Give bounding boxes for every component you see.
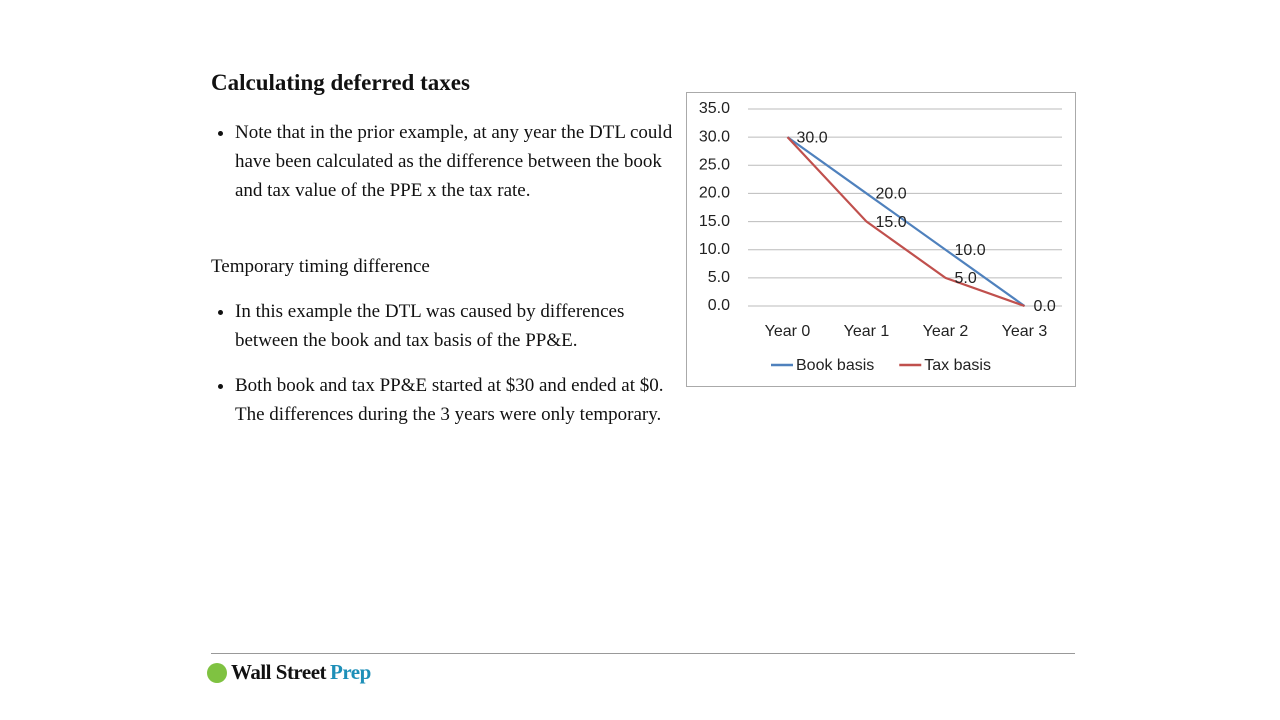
- bullet-block: Note that in the prior example, at any y…: [211, 118, 681, 221]
- series-line: [786, 136, 1025, 308]
- y-tick-label: 15.0: [699, 213, 730, 230]
- y-tick-label: 10.0: [699, 241, 730, 258]
- slide-title: Calculating deferred taxes: [211, 70, 470, 95]
- y-tick-label: 30.0: [699, 128, 730, 145]
- logo-accent: Prep: [330, 660, 371, 684]
- x-tick-label: Year 1: [844, 323, 890, 340]
- y-tick-label: 35.0: [699, 100, 730, 117]
- bullet: Both book and tax PP&E started at $30 an…: [235, 371, 681, 429]
- subheading: Temporary timing difference: [211, 256, 430, 277]
- x-tick-label: Year 0: [765, 323, 811, 340]
- data-label: 30.0: [797, 129, 828, 146]
- data-label: 15.0: [876, 214, 907, 231]
- data-label: 5.0: [955, 270, 977, 287]
- bullet: In this example the DTL was caused by di…: [235, 297, 681, 355]
- data-label: 10.0: [955, 242, 986, 259]
- bullet-block: In this example the DTL was caused by di…: [211, 297, 681, 445]
- chart-frame: [686, 92, 1076, 387]
- legend-label: Book basis: [796, 357, 874, 374]
- footer-rule: [211, 653, 1075, 654]
- y-tick-label: 25.0: [699, 157, 730, 174]
- logo: Wall Street Prep: [207, 660, 371, 685]
- data-label: 0.0: [1034, 298, 1056, 315]
- bullet: Note that in the prior example, at any y…: [235, 118, 681, 205]
- data-label: 20.0: [876, 186, 907, 203]
- y-tick-label: 5.0: [708, 269, 730, 286]
- y-tick-label: 20.0: [699, 185, 730, 202]
- y-tick-label: 0.0: [708, 297, 730, 314]
- logo-icon: [207, 662, 227, 683]
- legend-label: Tax basis: [924, 357, 991, 374]
- series-line: [786, 136, 1026, 307]
- x-tick-label: Year 3: [1002, 323, 1048, 340]
- x-tick-label: Year 2: [923, 323, 969, 340]
- logo-text: Wall Street: [231, 660, 327, 684]
